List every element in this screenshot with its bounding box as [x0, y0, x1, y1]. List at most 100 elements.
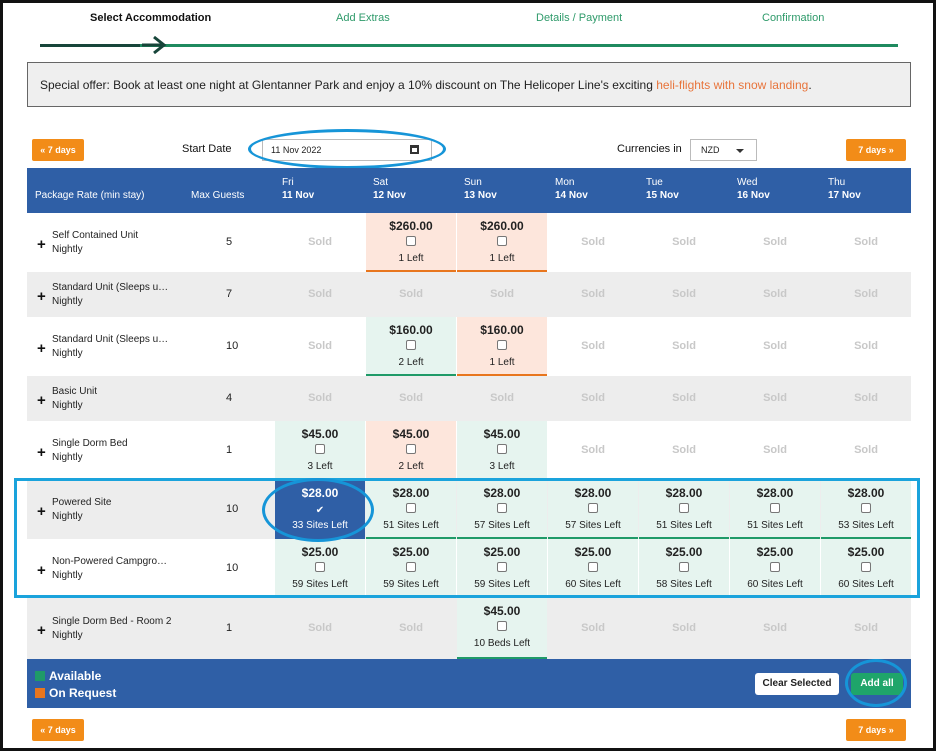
rate-cell[interactable]: $25.00 59 Sites Left	[366, 539, 456, 598]
sold-cell: Sold	[672, 392, 696, 404]
select-checkbox[interactable]	[497, 562, 507, 572]
rate-cell[interactable]: $45.00 3 Left	[457, 421, 547, 480]
day-header: Mon 14 Nov	[555, 176, 588, 202]
rate-cell[interactable]: $45.00 10 Beds Left	[457, 598, 547, 659]
rate-cell[interactable]: $28.00 51 Sites Left	[639, 480, 729, 539]
day-header: Sun 13 Nov	[464, 176, 497, 202]
sold-cell: Sold	[672, 288, 696, 300]
prev-7-days-button[interactable]: « 7 days	[32, 139, 84, 161]
step-confirmation[interactable]: Confirmation	[762, 12, 825, 24]
max-guests-header: Max Guests	[191, 190, 245, 201]
rate-price: $28.00	[574, 486, 612, 500]
step-details-payment[interactable]: Details / Payment	[536, 12, 623, 24]
rate-cell[interactable]: $28.00 57 Sites Left	[548, 480, 638, 539]
select-checkbox[interactable]	[679, 503, 689, 513]
availability-count: 53 Sites Left	[838, 520, 894, 531]
expand-plus-icon[interactable]: +	[37, 622, 46, 639]
day-date: 14 Nov	[555, 190, 588, 201]
progress-bar	[40, 44, 898, 47]
step-select-accommodation[interactable]: Select Accommodation	[90, 12, 212, 24]
select-checkbox[interactable]	[497, 503, 507, 513]
table-row: + Standard Unit (Sleeps u… Nightly 7 Sold…	[27, 272, 911, 317]
package-rate: Nightly	[52, 570, 83, 581]
select-checkbox[interactable]	[497, 621, 507, 631]
rate-price: $25.00	[847, 545, 885, 559]
rate-cell[interactable]: $45.00 3 Left	[275, 421, 365, 480]
availability-count: 10 Beds Left	[473, 638, 531, 649]
rate-cell[interactable]: $28.00 51 Sites Left	[366, 480, 456, 539]
sold-cell: Sold	[308, 340, 332, 352]
availability-count: 59 Sites Left	[292, 579, 348, 590]
select-checkbox[interactable]	[770, 562, 780, 572]
rate-price: $45.00	[483, 427, 521, 441]
sold-cell: Sold	[763, 392, 787, 404]
day-date: 15 Nov	[646, 190, 679, 201]
rate-cell[interactable]: $25.00 59 Sites Left	[457, 539, 547, 598]
rate-cell[interactable]: $160.00 1 Left	[457, 317, 547, 376]
expand-plus-icon[interactable]: +	[37, 236, 46, 253]
day-of-week: Fri	[282, 177, 294, 188]
sold-cell: Sold	[490, 392, 514, 404]
rate-cell[interactable]: $28.00 57 Sites Left	[457, 480, 547, 539]
day-date: 12 Nov	[373, 190, 406, 201]
expand-plus-icon[interactable]: +	[37, 340, 46, 357]
select-checkbox[interactable]	[770, 503, 780, 513]
expand-plus-icon[interactable]: +	[37, 444, 46, 461]
package-name: Single Dorm Bed	[52, 438, 128, 449]
select-checkbox[interactable]	[588, 503, 598, 513]
annotation-box-campsites	[14, 478, 920, 598]
rate-price: $45.00	[483, 604, 521, 618]
sold-cell: Sold	[854, 340, 878, 352]
expand-plus-icon[interactable]: +	[37, 392, 46, 409]
select-checkbox[interactable]	[406, 503, 416, 513]
sold-cell: Sold	[399, 392, 423, 404]
clear-selected-button[interactable]: Clear Selected	[755, 673, 839, 695]
package-info: Non-Powered Campgro… Nightly	[52, 555, 167, 583]
select-checkbox[interactable]	[315, 562, 325, 572]
sold-cell: Sold	[581, 236, 605, 248]
step-add-extras[interactable]: Add Extras	[336, 12, 390, 24]
select-checkbox[interactable]	[497, 340, 507, 350]
sold-cell: Sold	[399, 288, 423, 300]
next-7-days-button-bottom[interactable]: 7 days »	[846, 719, 906, 741]
select-checkbox[interactable]	[497, 444, 507, 454]
select-checkbox[interactable]	[861, 562, 871, 572]
offer-link[interactable]: heli-flights with snow landing	[656, 78, 809, 92]
select-checkbox[interactable]	[861, 503, 871, 513]
rate-cell[interactable]: $28.00 51 Sites Left	[730, 480, 820, 539]
package-name: Standard Unit (Sleeps u…	[52, 282, 169, 293]
sold-cell: Sold	[308, 622, 332, 634]
select-checkbox[interactable]	[315, 444, 325, 454]
rate-cell[interactable]: $45.00 2 Left	[366, 421, 456, 480]
sold-cell: Sold	[854, 236, 878, 248]
rate-price: $260.00	[480, 219, 524, 233]
select-checkbox[interactable]	[497, 236, 507, 246]
select-checkbox[interactable]	[588, 562, 598, 572]
availability-count: 51 Sites Left	[747, 520, 803, 531]
sold-cell: Sold	[308, 288, 332, 300]
currency-select[interactable]: NZD	[690, 139, 757, 161]
select-checkbox[interactable]	[406, 340, 416, 350]
rate-cell[interactable]: $160.00 2 Left	[366, 317, 456, 376]
select-checkbox[interactable]	[679, 562, 689, 572]
select-checkbox[interactable]	[406, 236, 416, 246]
rate-cell[interactable]: $260.00 1 Left	[366, 213, 456, 272]
rate-cell[interactable]: $25.00 59 Sites Left	[275, 539, 365, 598]
expand-plus-icon[interactable]: +	[37, 562, 46, 579]
rate-cell[interactable]: $260.00 1 Left	[457, 213, 547, 272]
next-7-days-button[interactable]: 7 days »	[846, 139, 906, 161]
package-name: Powered Site	[52, 497, 112, 508]
select-checkbox[interactable]	[406, 562, 416, 572]
expand-plus-icon[interactable]: +	[37, 288, 46, 305]
availability-count: 60 Sites Left	[838, 579, 894, 590]
rate-cell[interactable]: $28.00 53 Sites Left	[821, 480, 911, 539]
sold-cell: Sold	[854, 392, 878, 404]
expand-plus-icon[interactable]: +	[37, 503, 46, 520]
select-checkbox[interactable]	[406, 444, 416, 454]
rate-cell[interactable]: $25.00 58 Sites Left	[639, 539, 729, 598]
package-rate: Nightly	[52, 630, 83, 641]
prev-7-days-button-bottom[interactable]: « 7 days	[32, 719, 84, 741]
table-row: + Basic Unit Nightly 4 Sold Sold Sold Sold So…	[27, 376, 911, 421]
rate-price: $25.00	[665, 545, 703, 559]
table-row: + Single Dorm Bed Nightly 1 $45.00 3 Left…	[27, 421, 911, 480]
